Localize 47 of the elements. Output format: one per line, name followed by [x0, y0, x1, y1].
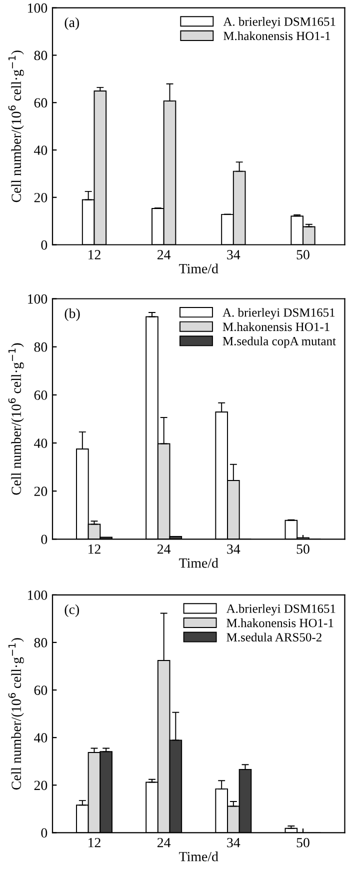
legend-label: A. brierleyi DSM1651	[222, 308, 335, 320]
x-tick-label: 50	[296, 544, 310, 554]
y-tick-label: 0	[41, 828, 48, 838]
y-tick-label: 100	[28, 3, 48, 13]
y-axis-title: Cell number/(10$^{6}$ cell·g$^{−1}$)	[8, 638, 24, 790]
y-tick-label: 40	[34, 438, 48, 448]
legend-label: A. brierleyi DSM1651	[223, 17, 336, 28]
x-tick-label: 12	[88, 544, 100, 554]
y-tick-label: 100	[28, 590, 48, 600]
x-tick-label: 34	[227, 838, 240, 848]
y-tick-label: 20	[34, 780, 48, 790]
y-tick-label: 20	[34, 486, 48, 496]
y-tick-label: 20	[34, 192, 48, 202]
x-axis-title: Time/d	[179, 558, 218, 568]
y-tick-label: 100	[28, 294, 48, 304]
annotation: (a)	[64, 17, 79, 30]
x-tick-label: 24	[158, 250, 171, 260]
x-tick-label: 50	[296, 250, 310, 260]
annotation: (c)	[64, 604, 79, 617]
y-tick-label: 40	[34, 733, 48, 743]
x-tick-label: 24	[158, 544, 171, 554]
x-tick-label: 34	[227, 544, 240, 554]
y-tick-label: 80	[34, 638, 48, 648]
x-axis-title: Time/d	[179, 852, 218, 862]
x-tick-label: 24	[158, 838, 171, 848]
x-tick-label: 34	[227, 250, 240, 260]
x-axis-title: Time/d	[179, 264, 218, 274]
x-tick-label: 12	[88, 838, 100, 848]
legend-label: M.sedula ARS50-2	[226, 632, 322, 642]
annotation: (b)	[64, 308, 80, 321]
y-tick-label: 40	[34, 146, 48, 155]
y-tick-label: 0	[41, 534, 48, 544]
y-tick-label: 0	[41, 240, 48, 250]
legend-label: M.sedula copA mutant	[222, 336, 336, 348]
y-tick-label: 60	[34, 390, 48, 400]
legend-label: M.hakonensis HO1-1	[226, 618, 334, 628]
legend-label: M.hakonensis HO1-1	[224, 31, 330, 40]
y-tick-label: 60	[34, 686, 48, 695]
y-tick-label: 80	[34, 50, 48, 60]
y-tick-label: 60	[34, 98, 48, 108]
legend-label: M.hakonensis HO1-1	[222, 322, 330, 332]
y-tick-label: 80	[34, 342, 48, 352]
y-axis-title: Cell number/(10$^{6}$ cell·g$^{−1}$)	[8, 50, 24, 202]
y-axis-title: Cell number/(10$^{6}$ cell·g$^{−1}$)	[8, 343, 24, 495]
x-tick-label: 12	[88, 250, 100, 260]
x-tick-label: 50	[296, 838, 310, 848]
legend-label: A.brierleyi DSM1651	[226, 604, 336, 616]
